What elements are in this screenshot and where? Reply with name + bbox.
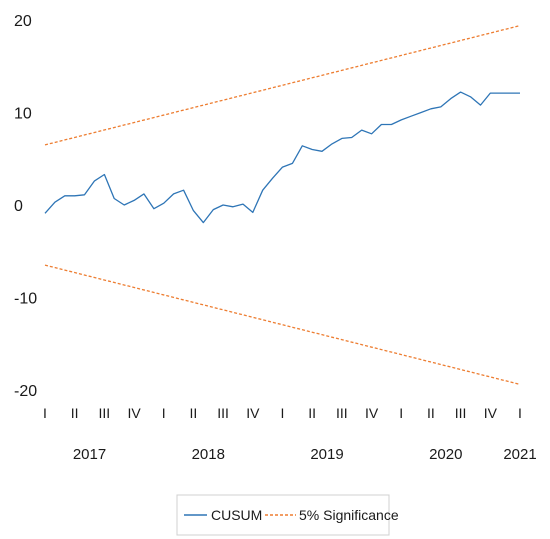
quarter-tick-label: III [217, 405, 229, 421]
quarter-tick-label: IV [484, 405, 498, 421]
quarter-tick-label: I [43, 405, 47, 421]
quarter-tick-label: IV [127, 405, 141, 421]
series-layer [44, 24, 521, 386]
y-tick-label: 0 [14, 198, 23, 215]
quarter-tick-label: IV [365, 405, 379, 421]
year-label: 2020 [429, 446, 462, 463]
quarter-tick-label: IV [246, 405, 260, 421]
y-tick-label: 10 [14, 106, 32, 123]
quarter-tick-label: I [399, 405, 403, 421]
quarter-tick-label: I [281, 405, 285, 421]
quarter-tick-label: II [71, 405, 79, 421]
quarter-tick-label: III [336, 405, 348, 421]
year-label: 2017 [73, 446, 106, 463]
y-tick-label: 20 [14, 13, 32, 30]
quarter-tick-label: III [455, 405, 467, 421]
legend-label-significance: 5% Significance [299, 507, 399, 523]
lower-significance-line [44, 264, 521, 386]
year-label: 2019 [310, 446, 343, 463]
quarter-tick-label: II [190, 405, 198, 421]
x-axis-quarter-ticks: I II III IV I II III IV I II III IV I II III IV I [43, 405, 522, 421]
quarter-tick-label: II [427, 405, 435, 421]
legend: CUSUM 5% Significance [176, 494, 399, 536]
y-tick-label: -20 [14, 383, 37, 400]
upper-significance-line [44, 24, 521, 146]
x-axis-year-labels: 2017 2018 2019 2020 2021 [73, 446, 537, 463]
quarter-tick-label: II [308, 405, 316, 421]
quarter-tick-label: I [518, 405, 522, 421]
quarter-tick-label: I [162, 405, 166, 421]
legend-label-cusum: CUSUM [211, 507, 262, 523]
quarter-tick-label: III [99, 405, 111, 421]
year-label: 2018 [192, 446, 225, 463]
cusum-line [44, 91, 520, 224]
year-label: 2021 [503, 446, 536, 463]
y-axis-tick-labels: 20 10 0 -10 -20 [14, 13, 37, 400]
y-tick-label: -10 [14, 291, 37, 308]
